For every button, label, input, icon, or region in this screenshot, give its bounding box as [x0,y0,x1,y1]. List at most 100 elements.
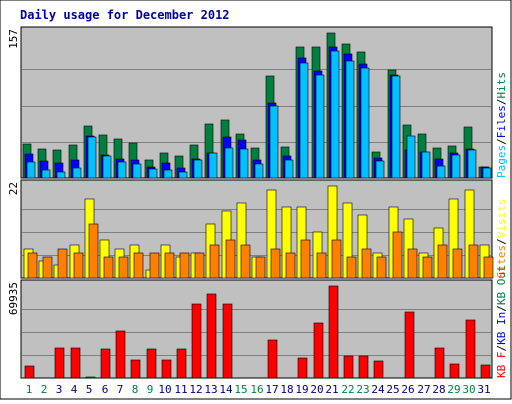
bar-sites-25 [392,231,403,279]
bar-pages-12 [193,159,203,179]
x-tick-label: 5 [86,383,93,396]
bar-pages-8 [132,163,142,179]
bar-sites-28 [437,244,448,279]
bar-kb-f-31 [480,364,491,379]
bar-pages-15 [239,148,249,179]
x-tick-label: 7 [117,383,124,396]
bar-kb-f-3 [54,347,65,379]
bar-kb-f-11 [176,348,187,379]
bar-pages-25 [391,75,401,179]
x-tick-label: 12 [189,383,202,396]
x-tick-label: 6 [102,383,109,396]
legend-entry: Hits [495,72,508,99]
legend-entry: Pages [495,145,508,178]
bar-sites-27 [422,256,433,279]
bar-kb-f-21 [328,285,339,379]
bar-sites-15 [240,244,251,279]
bar-pages-2 [41,169,51,179]
legend-entry: Files [495,105,508,138]
x-tick-label: 26 [401,383,414,396]
bar-pages-3 [56,171,66,179]
x-tick-label: 27 [417,383,430,396]
bar-sites-18 [285,252,296,279]
bar-pages-27 [421,151,431,179]
bar-kb-f-12 [191,303,202,379]
bar-pages-31 [482,167,492,179]
x-tick-label: 15 [234,383,247,396]
bar-sites-8 [133,252,144,279]
bar-kb-f-22 [343,355,354,379]
bar-pages-20 [315,74,325,179]
x-tick-label: 10 [158,383,171,396]
x-tick-label: 19 [295,383,308,396]
bar-pages-14 [224,147,234,179]
bar-sites-3 [57,248,68,279]
bar-kb-f-5 [85,376,96,379]
panel-kbytes: 69935 KB F/KB In/KB Out [7,265,508,379]
bar-pages-11 [178,171,188,179]
x-tick-label: 23 [356,383,369,396]
x-tick-label: 13 [204,383,217,396]
chart-title: Daily usage for December 2012 [20,8,230,22]
bar-kb-f-17 [267,339,278,379]
x-tick-label: 16 [250,383,263,396]
bar-sites-2 [42,256,53,279]
x-tick-label: 3 [56,383,63,396]
bar-pages-1 [26,161,36,179]
x-tick-label: 31 [477,383,490,396]
bar-kb-f-10 [161,359,172,379]
bar-sites-6 [103,256,114,279]
bar-pages-10 [163,169,173,179]
bar-pages-16 [254,163,264,179]
bar-sites-7 [118,256,129,279]
legend-hits-files-pages: Pages/Files/Hits [495,72,508,178]
legend-entry: KB F [495,352,508,379]
bar-pages-23 [360,67,370,179]
bar-sites-30 [468,244,479,279]
bar-kb-f-1 [24,365,35,379]
bar-kb-f-23 [358,355,369,379]
bar-sites-9 [149,252,160,279]
x-tick-label: 4 [71,383,78,396]
bar-sites-31 [483,256,494,279]
plot-area-kbytes [20,279,493,379]
bar-sites-10 [164,252,175,279]
bar-sites-12 [194,252,205,279]
bar-pages-5 [87,136,97,179]
bar-sites-1 [27,252,38,279]
bar-sites-17 [270,248,281,279]
bar-kb-f-28 [434,347,445,379]
bar-pages-9 [148,168,158,179]
bar-kb-f-26 [404,311,415,379]
x-tick-label: 14 [219,383,233,396]
bar-pages-24 [375,160,385,179]
x-tick-label: 1 [26,383,33,396]
bar-sites-24 [376,256,387,279]
bar-kb-f-24 [373,360,384,379]
panel-hits-files-pages: 157 Pages/Files/Hits [7,26,508,179]
bar-sites-11 [179,252,190,279]
x-tick-label: 17 [265,383,278,396]
bar-sites-23 [361,248,372,279]
bar-sites-20 [316,252,327,279]
x-tick-label: 11 [174,383,187,396]
legend-visits-sites: Sites/Visits [495,199,508,279]
x-tick-label: 8 [132,383,139,396]
bar-sites-22 [346,256,357,279]
bar-pages-21 [330,50,340,179]
legend-entry: Sites [495,245,508,278]
x-tick-label: 9 [147,383,154,396]
bar-pages-13 [208,152,218,179]
bar-pages-17 [269,105,279,179]
bar-sites-14 [225,239,236,279]
bar-pages-19 [299,62,309,179]
bar-kb-f-9 [146,348,157,379]
bar-pages-6 [102,155,112,179]
bar-sites-16 [255,256,266,279]
legend-entry: KB In [495,312,508,345]
x-tick-label: 21 [325,383,338,396]
bar-sites-13 [209,244,220,279]
bar-pages-30 [467,149,477,179]
y-max-label: 157 [7,29,20,49]
